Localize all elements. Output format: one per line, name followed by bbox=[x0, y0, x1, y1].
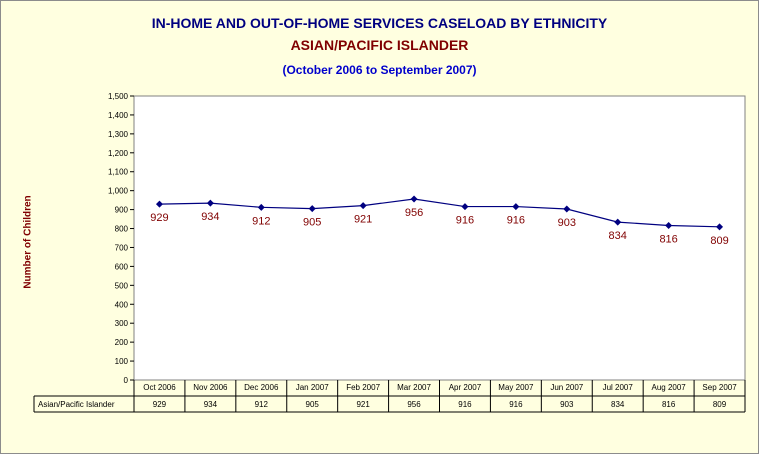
data-label: 956 bbox=[405, 207, 423, 219]
data-label: 816 bbox=[659, 234, 677, 246]
y-tick-label: 1,100 bbox=[108, 168, 129, 177]
x-tick-label: Jun 2007 bbox=[550, 383, 583, 392]
data-point bbox=[461, 203, 469, 211]
x-tick-label: Aug 2007 bbox=[651, 383, 686, 392]
table-cell-value: 816 bbox=[662, 400, 676, 409]
data-label: 934 bbox=[201, 211, 219, 223]
data-label: 809 bbox=[710, 235, 728, 247]
y-tick-label: 800 bbox=[115, 225, 129, 234]
y-tick-label: 900 bbox=[115, 206, 129, 215]
y-tick-label: 500 bbox=[115, 281, 129, 290]
table-cell-value: 934 bbox=[204, 400, 218, 409]
y-tick-label: 1,500 bbox=[108, 92, 129, 101]
data-label: 912 bbox=[252, 215, 270, 227]
table-series-name: Asian/Pacific Islander bbox=[38, 400, 115, 409]
data-label: 916 bbox=[507, 215, 525, 227]
y-tick-label: 1,000 bbox=[108, 187, 129, 196]
y-tick-label: 700 bbox=[115, 243, 129, 252]
table-cell-value: 929 bbox=[153, 400, 167, 409]
table-cell-value: 834 bbox=[611, 400, 625, 409]
data-label: 916 bbox=[456, 215, 474, 227]
data-point bbox=[155, 200, 163, 208]
table-cell-value: 916 bbox=[458, 400, 472, 409]
chart-title: IN-HOME AND OUT-OF-HOME SERVICES CASELOA… bbox=[151, 15, 608, 31]
table-cell-value: 912 bbox=[255, 400, 269, 409]
data-point bbox=[257, 203, 265, 211]
data-point bbox=[512, 203, 520, 211]
y-tick-label: 1,400 bbox=[108, 111, 129, 120]
data-point bbox=[206, 199, 214, 207]
table-cell-value: 905 bbox=[306, 400, 320, 409]
y-tick-label: 400 bbox=[115, 300, 129, 309]
x-tick-label: Jan 2007 bbox=[296, 383, 329, 392]
data-point bbox=[665, 222, 673, 230]
y-tick-label: 200 bbox=[115, 338, 129, 347]
data-point bbox=[308, 205, 316, 213]
x-tick-label: Nov 2006 bbox=[193, 383, 228, 392]
chart-subtitle: ASIAN/PACIFIC ISLANDER bbox=[290, 37, 469, 53]
series-line bbox=[159, 198, 720, 228]
y-tick-label: 0 bbox=[124, 376, 129, 385]
table-cell-value: 809 bbox=[713, 400, 727, 409]
chart-period: (October 2006 to September 2007) bbox=[282, 63, 477, 77]
x-tick-label: Apr 2007 bbox=[449, 383, 482, 392]
y-tick-label: 1,300 bbox=[108, 130, 129, 139]
data-label: 929 bbox=[150, 212, 168, 224]
plot-area bbox=[133, 95, 746, 381]
data-point bbox=[716, 223, 724, 231]
x-tick-label: May 2007 bbox=[498, 383, 534, 392]
y-tick-label: 300 bbox=[115, 319, 129, 328]
data-label: 905 bbox=[303, 217, 321, 229]
table-cell-value: 921 bbox=[356, 400, 370, 409]
x-tick-label: Dec 2006 bbox=[244, 383, 279, 392]
data-point bbox=[563, 205, 571, 213]
x-tick-label: Feb 2007 bbox=[346, 383, 380, 392]
y-tick-label: 600 bbox=[115, 262, 129, 271]
data-label: 834 bbox=[609, 230, 627, 242]
table-cell-value: 916 bbox=[509, 400, 523, 409]
table-cell-value: 956 bbox=[407, 400, 421, 409]
y-tick-label: 1,200 bbox=[108, 149, 129, 158]
x-tick-label: Oct 2006 bbox=[143, 383, 176, 392]
data-label: 921 bbox=[354, 214, 372, 226]
y-tick-label: 100 bbox=[115, 357, 129, 366]
x-tick-label: Mar 2007 bbox=[397, 383, 431, 392]
table-cell-value: 903 bbox=[560, 400, 574, 409]
data-point bbox=[614, 218, 622, 226]
x-tick-label: Jul 2007 bbox=[603, 383, 634, 392]
data-point bbox=[410, 195, 418, 203]
x-tick-label: Sep 2007 bbox=[702, 383, 737, 392]
data-point bbox=[359, 202, 367, 210]
data-label: 903 bbox=[558, 217, 576, 229]
